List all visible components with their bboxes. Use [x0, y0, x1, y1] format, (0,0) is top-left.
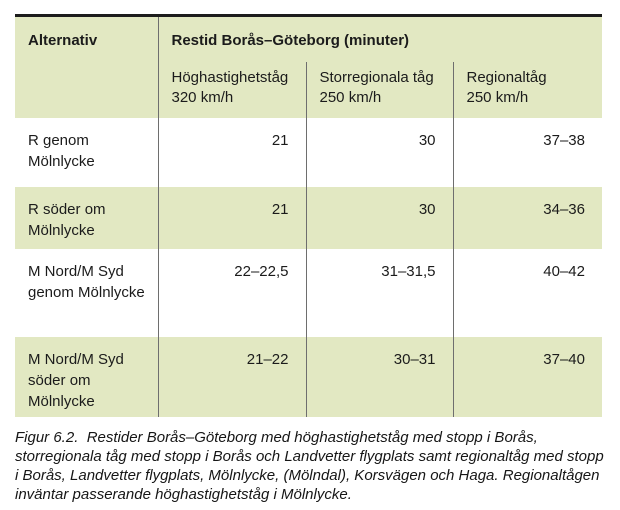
table-row: M Nord/M Syd söder om Mölnlycke 21–22 30…	[15, 336, 602, 417]
table-row: R söder om Mölnlycke 21 30 34–36	[15, 186, 602, 249]
row-label: R genom Mölnlycke	[28, 131, 95, 170]
table-row: R genom Mölnlycke 21 30 37–38	[15, 117, 602, 187]
header-row-main: Alternativ Restid Borås–Göteborg (minute…	[15, 15, 602, 118]
subheader-storregionala: Storregionala tåg 250 km/h	[305, 61, 453, 118]
travel-time-table: Alternativ Restid Borås–Göteborg (minute…	[15, 14, 602, 417]
value-cell: 37–40	[452, 336, 602, 417]
value-cell: 30–31	[305, 336, 453, 417]
value-cell: 31–31,5	[305, 248, 453, 337]
row-label: R söder om Mölnlycke	[28, 200, 106, 239]
value-cell: 37–38	[452, 117, 602, 187]
column-header-restid: Restid Borås–Göteborg (minuter)	[157, 15, 602, 62]
row-label: M Nord/M Syd genom Mölnlycke	[28, 262, 145, 301]
subheader-regionaltag: Regionaltåg 250 km/h	[452, 61, 602, 118]
subheader-hoghastighetstag: Höghastighetståg 320 km/h	[157, 61, 306, 118]
subheader-speed: 250 km/h	[319, 88, 382, 106]
value-cell: 21–22	[157, 336, 306, 417]
subheader-speed: 250 km/h	[466, 88, 529, 106]
subheader-name: Storregionala tåg	[319, 68, 434, 86]
row-label: M Nord/M Syd söder om Mölnlycke	[28, 350, 124, 410]
subheader-name: Regionaltåg	[466, 68, 547, 86]
value-cell: 40–42	[452, 248, 602, 337]
header-row-sub: Höghastighetståg 320 km/h Storregionala …	[15, 61, 602, 118]
travel-time-figure: Alternativ Restid Borås–Göteborg (minute…	[15, 14, 602, 417]
value-cell: 21	[157, 117, 306, 187]
value-cell: 34–36	[452, 186, 602, 249]
subheader-speed: 320 km/h	[171, 88, 234, 106]
figure-caption: Figur 6.2. Restider Borås–Göteborg med h…	[15, 429, 608, 503]
column-header-alternativ: Alternativ	[15, 15, 158, 118]
table-row: M Nord/M Syd genom Mölnlycke 22–22,5 31–…	[15, 248, 602, 337]
value-cell: 30	[305, 186, 453, 249]
value-cell: 21	[157, 186, 306, 249]
value-cell: 22–22,5	[157, 248, 306, 337]
value-cell: 30	[305, 117, 453, 187]
subheader-name: Höghastighetståg	[171, 68, 289, 86]
